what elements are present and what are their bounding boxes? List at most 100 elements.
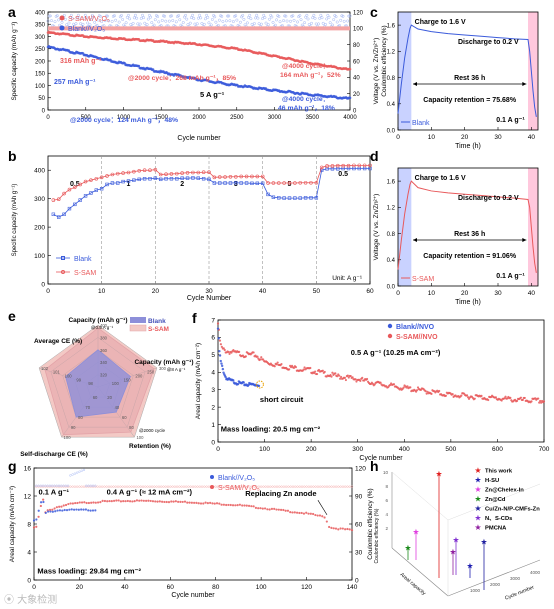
chart-a-ce-blank-point [139,16,143,20]
chart-g-ssam-point [177,500,180,503]
chart-g-blank-point [75,508,78,511]
chart-f-ssam-point [259,358,262,361]
chart-f-ssam-point [276,361,279,364]
chart-d-ytick-label: 1.2 [387,206,396,212]
chart-g-ssam-point [37,515,40,518]
chart-f-ytick-label: 2 [211,404,215,411]
chart-a-ce-blank-point [296,20,299,24]
chart-f-xtick-label: 100 [259,446,270,453]
chart-h-legend-label: N、S-CDs [485,516,512,522]
chart-h-ytick-label: 2000 [490,582,501,587]
chart-g-ssam-point [273,507,276,510]
chart-b-point [115,171,120,176]
chart-b-point [309,196,313,200]
chart-g-ce-ssam-point [216,485,220,488]
chart-f-ssam-point [425,392,428,395]
chart-g-blank-point [72,508,76,511]
chart-g-ce-ssam-point [241,485,245,488]
chart-h-ztick-label: 2 [385,526,388,531]
chart-g-xtick-label: 20 [76,584,84,591]
chart-b-point [78,198,82,202]
chart-g-label: Replacing Zn anode [245,489,316,498]
chart-f-ssam-point [438,389,441,393]
chart-f-blank-point [221,367,225,371]
chart-g-ce-ssam-point [335,485,338,488]
chart-f-ssam-point [238,350,241,353]
chart-a-right-ytick-label: 0 [353,108,357,114]
chart-g-ssam-point [147,499,150,502]
chart-a-ce-blank-point [107,19,111,23]
chart-g-ssam-point [286,509,290,512]
chart-g-ce-ssam-point [155,485,158,488]
chart-a-ce-blank-point [150,21,154,25]
chart-g-blank-point [61,509,64,512]
chart-g-ssam-point [339,527,342,530]
chart-b-point [212,175,217,180]
panel-label-c: c [370,4,378,20]
panel-label-b: b [8,148,17,164]
chart-b-point [89,191,93,195]
chart-g-ce-blank-point [62,484,65,487]
chart-e-legend-ssam: S-SAM [148,326,169,333]
chart-b-point [142,168,147,173]
chart-g-ce-ssam-point [98,485,101,488]
chart-b-point [201,170,206,175]
chart-h-grid [447,483,541,521]
chart-b-point [346,163,351,168]
chart-g-ce-ssam-point [73,485,76,488]
chart-f-ytick-label: 7 [211,317,215,324]
chart-e-axis-label: Self-discharge CE (%) [20,451,88,458]
chart-a-ce-blank-point [174,20,178,24]
chart-g-xtick-label: 40 [121,584,129,591]
chart-a-ce-blank-point [228,19,232,23]
chart-g-ssam-point [138,499,141,502]
chart-a-ce-blank-point [48,14,52,18]
chart-g-ce-ssam-point [337,485,340,488]
chart-f-ssam-point [466,396,470,399]
chart-g-ssam-point [312,512,315,516]
chart-g-blank-point [49,510,52,513]
chart-g-ce-ssam-point [223,485,226,488]
chart-g-ssam-point [145,499,148,502]
chart-b-point [201,177,206,181]
chart-g-ssam-point [135,499,139,502]
chart-a-annot: 257 mAh g⁻¹ [54,79,96,86]
chart-b-point [260,174,265,179]
chart-g-ce-ssam-point [141,485,145,488]
chart-g-ce-ssam-point [87,485,90,488]
chart-a-ce-blank-point [313,16,317,20]
chart-g-right-ytick-label: 0 [355,577,359,584]
chart-b-point [164,172,168,177]
chart-a-ce-blank-point [147,13,151,17]
chart-a-ytick-label: 350 [35,23,46,29]
chart-f-ssam-point [275,363,278,366]
chart-e-legend-blank: Blank [148,318,166,325]
chart-a-ce-blank-point [134,13,137,17]
chart-g-ce-blank-point [55,484,58,487]
chart-f-ssam-point [542,400,546,403]
chart-a-ce-blank-point [270,15,274,19]
chart-b-point [282,181,286,185]
chart-g-ce-ssam-point [139,485,142,488]
chart-b-point [132,178,136,182]
chart-g-ce-ssam-point [225,485,229,488]
chart-f-ssam-point [273,365,276,368]
chart-g-ssam-point [234,504,237,507]
chart-g-ce-ssam-point [37,485,40,488]
chart-g-right-ytick-label: 90 [355,493,363,500]
chart-g-ssam-point [247,504,251,507]
chart-b-point [57,215,61,219]
chart-a-ce-blank-point [249,17,253,21]
chart-g-ce-ssam-point [298,485,301,488]
chart-g-ce-ssam-point [260,485,263,488]
chart-h-legend-star: ★ [474,476,481,485]
chart-f-ssam-point [303,366,306,369]
chart-a-ce-blank-point [149,15,153,19]
chart-g-blank-point [82,508,85,511]
chart-b-ytick-label: 400 [34,168,45,175]
chart-b-point [218,181,222,185]
chart-g-ce-ssam-point [112,485,115,488]
chart-f-ssam-point [494,396,498,399]
chart-g-ssam-point [206,502,209,505]
chart-b-ytick-label: 100 [34,253,45,260]
